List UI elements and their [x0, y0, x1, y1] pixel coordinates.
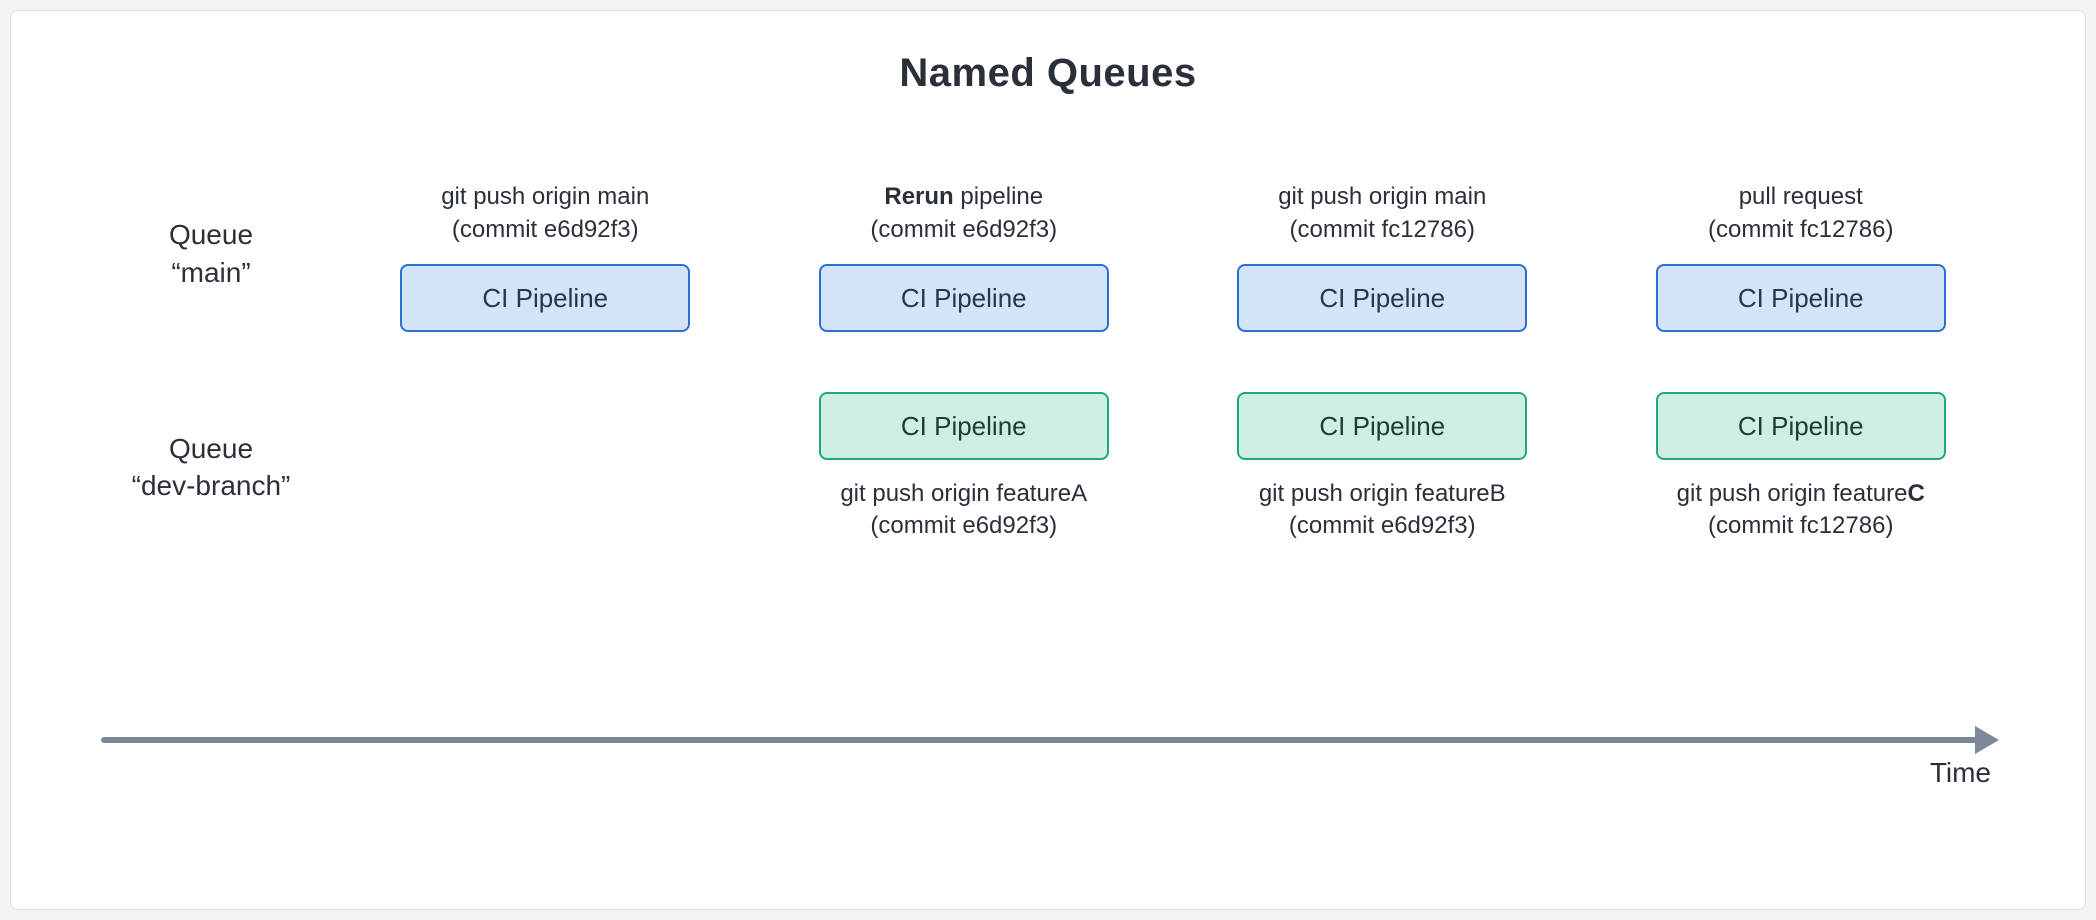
dev-col-3: CI Pipeline git push origin featureC (co… — [1607, 392, 1996, 543]
dev-trigger-3-prefix: git push origin feature — [1677, 480, 1908, 507]
main-col-2: git push origin main (commit fc12786) CI… — [1188, 176, 1577, 332]
queue-label-dev-line2: “dev-branch” — [132, 470, 291, 501]
row-gap — [101, 332, 1995, 392]
main-trigger-0: git push origin main (commit e6d92f3) — [441, 176, 649, 246]
dev-trigger-2-line2: (commit e6d92f3) — [1259, 510, 1506, 542]
main-box-3: CI Pipeline — [1656, 264, 1946, 332]
queue-label-main-line1: Queue — [169, 219, 253, 250]
diagram-grid: Queue “main” git push origin main (commi… — [61, 176, 2035, 543]
main-col-3: pull request (commit fc12786) CI Pipelin… — [1607, 176, 1996, 332]
main-trigger-3: pull request (commit fc12786) — [1708, 176, 1893, 246]
main-col-0: git push origin main (commit e6d92f3) CI… — [351, 176, 740, 332]
main-trigger-1-line1: Rerun pipeline — [870, 181, 1057, 213]
dev-box-2: CI Pipeline — [1237, 392, 1527, 460]
dev-trigger-3: git push origin featureC (commit fc12786… — [1677, 478, 1925, 543]
arrow-head-icon — [1975, 726, 1999, 754]
dev-trigger-2: git push origin featureB (commit e6d92f3… — [1259, 478, 1506, 543]
main-box-0: CI Pipeline — [400, 264, 690, 332]
dev-trigger-3-line2: (commit fc12786) — [1677, 510, 1925, 542]
dev-trigger-2-line1: git push origin featureB — [1259, 478, 1506, 510]
diagram-title: Named Queues — [61, 51, 2035, 96]
queue-label-main-line2: “main” — [171, 257, 250, 288]
main-trigger-1: Rerun pipeline (commit e6d92f3) — [870, 176, 1057, 246]
main-trigger-2-line1: git push origin main — [1278, 181, 1486, 213]
dev-box-3: CI Pipeline — [1656, 392, 1946, 460]
time-label: Time — [1930, 757, 1991, 789]
main-box-1: CI Pipeline — [819, 264, 1109, 332]
main-trigger-3-line2: (commit fc12786) — [1708, 214, 1893, 246]
queue-label-main: Queue “main” — [101, 216, 321, 292]
arrow-line — [101, 737, 1995, 743]
main-trigger-1-rest: pipeline — [954, 183, 1043, 210]
main-col-1: Rerun pipeline (commit e6d92f3) CI Pipel… — [770, 176, 1159, 332]
main-trigger-2-line2: (commit fc12786) — [1278, 214, 1486, 246]
main-trigger-1-line2: (commit e6d92f3) — [870, 214, 1057, 246]
time-axis: Time — [101, 737, 1995, 789]
dev-trigger-1-line2: (commit e6d92f3) — [840, 510, 1087, 542]
dev-col-1: CI Pipeline git push origin featureA (co… — [770, 392, 1159, 543]
dev-trigger-3-bold: C — [1907, 480, 1924, 507]
main-trigger-0-line2: (commit e6d92f3) — [441, 214, 649, 246]
dev-trigger-1: git push origin featureA (commit e6d92f3… — [840, 478, 1087, 543]
diagram-panel: Named Queues Queue “main” git push origi… — [10, 10, 2086, 910]
dev-col-0-empty — [351, 392, 740, 393]
dev-box-1: CI Pipeline — [819, 392, 1109, 460]
dev-trigger-3-line1: git push origin featureC — [1677, 478, 1925, 510]
main-trigger-3-line1: pull request — [1708, 181, 1893, 213]
queue-label-dev: Queue “dev-branch” — [101, 430, 321, 506]
main-trigger-2: git push origin main (commit fc12786) — [1278, 176, 1486, 246]
main-trigger-0-line1: git push origin main — [441, 181, 649, 213]
main-box-2: CI Pipeline — [1237, 264, 1527, 332]
dev-col-2: CI Pipeline git push origin featureB (co… — [1188, 392, 1577, 543]
main-trigger-1-bold: Rerun — [884, 183, 953, 210]
queue-label-dev-line1: Queue — [169, 433, 253, 464]
dev-trigger-1-line1: git push origin featureA — [840, 478, 1087, 510]
